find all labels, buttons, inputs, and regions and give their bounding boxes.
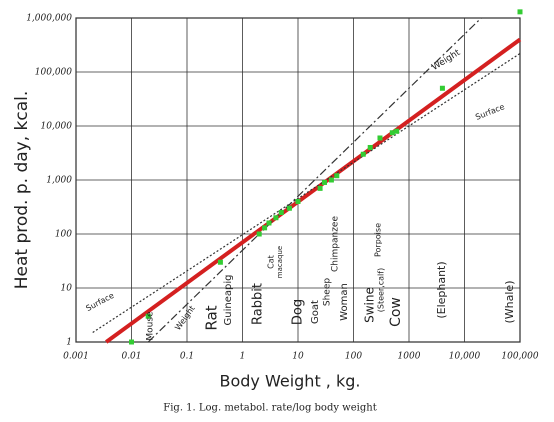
annotation: Sheep <box>323 278 333 306</box>
annotation: Swine <box>363 287 377 323</box>
data-point <box>389 130 395 136</box>
data-point <box>256 231 262 237</box>
x-tick-label: 100,000 <box>501 352 538 362</box>
annotation: Rat <box>203 305 221 330</box>
x-tick-label: 10,000 <box>449 352 481 362</box>
annotation: Mouse <box>146 311 156 341</box>
x-tick-label: 0.01 <box>121 352 141 362</box>
data-point <box>517 9 523 15</box>
data-point <box>145 313 151 319</box>
annotation: Woman <box>339 283 350 321</box>
annotation: (Steer,calf) <box>377 268 386 312</box>
data-point <box>286 205 292 211</box>
data-point <box>321 179 327 185</box>
data-point <box>273 215 279 221</box>
y-tick-label: 100,000 <box>35 68 72 78</box>
annotation: Cow <box>388 297 404 327</box>
data-point <box>394 128 400 134</box>
data-point <box>334 173 340 179</box>
data-point <box>278 210 284 216</box>
line-series <box>92 53 521 333</box>
data-point <box>360 151 366 157</box>
annotation: Rabbit <box>251 283 266 325</box>
y-tick-label: 10 <box>61 284 73 294</box>
y-tick-label: 10,000 <box>41 122 73 132</box>
x-tick-label: 100 <box>345 352 362 362</box>
caption: Fig. 1. Log. metabol. rate/log body weig… <box>163 403 376 414</box>
annotation: Porpoise <box>374 223 383 257</box>
data-point <box>217 259 223 265</box>
annotation: (Elephant) <box>435 261 448 318</box>
x-axis-label: Body Weight , kg. <box>220 372 361 391</box>
data-point <box>262 225 268 231</box>
data-point <box>129 339 134 345</box>
data-point <box>439 85 445 91</box>
y-tick-label: 100 <box>55 230 72 240</box>
y-axis-label: Heat prod. p. day, kcal. <box>12 91 32 290</box>
y-tick-label: 1 <box>66 338 72 348</box>
x-tick-label: 10 <box>292 352 304 362</box>
data-point <box>295 198 301 204</box>
y-tick-label: 1,000 <box>46 176 72 186</box>
data-point <box>377 135 383 141</box>
annotation: Chimpanzee <box>331 216 341 272</box>
y-tick-label: 1,000,000 <box>26 14 72 24</box>
line-series <box>147 17 482 343</box>
x-tick-label: 1 <box>240 352 246 362</box>
annotation: (Whale) <box>503 281 516 324</box>
data-point <box>317 185 323 191</box>
x-tick-label: 1000 <box>398 352 421 362</box>
data-point <box>367 144 373 150</box>
annotation: Cat <box>267 255 276 269</box>
annotation: Goat <box>310 300 321 324</box>
annotation: Dog <box>291 299 306 325</box>
annotation: macaque <box>276 246 284 278</box>
x-tick-label: 0.001 <box>63 352 89 362</box>
data-point <box>266 220 272 226</box>
annotation: Guineapig <box>223 275 234 326</box>
line-series <box>105 37 522 344</box>
data-point <box>328 177 334 183</box>
x-tick-label: 0.1 <box>180 352 194 362</box>
